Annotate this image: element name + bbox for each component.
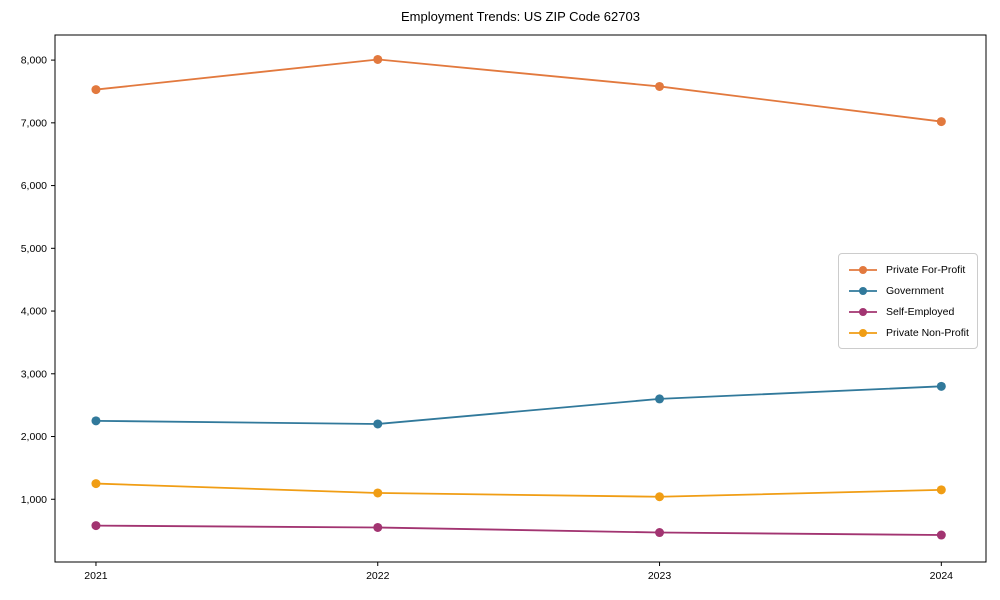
- y-tick-label: 6,000: [21, 180, 47, 192]
- plot-frame: [54, 34, 987, 563]
- series-marker-private-non-profit: [655, 492, 665, 502]
- series-marker-private-non-profit: [936, 485, 946, 495]
- series-line-government: [95, 385, 942, 425]
- series-marker-private-for-profit: [91, 85, 101, 95]
- chart-title: Employment Trends: US ZIP Code 62703: [401, 9, 640, 24]
- legend-marker-icon: [849, 307, 877, 316]
- series-line-private-for-profit: [95, 58, 942, 123]
- legend-marker-icon: [849, 328, 877, 337]
- series-line-private-non-profit: [95, 482, 942, 498]
- y-tick-label: 1,000: [21, 494, 47, 506]
- series-marker-private-for-profit: [936, 117, 946, 127]
- y-tick-label: 5,000: [21, 243, 47, 255]
- legend-item-self-employed: Self-Employed: [848, 303, 968, 320]
- series-marker-private-non-profit: [91, 479, 101, 489]
- legend-label: Private Non-Profit: [886, 326, 969, 339]
- series-marker-private-non-profit: [373, 488, 383, 498]
- legend-item-private-non-profit: Private Non-Profit: [848, 324, 969, 341]
- legend-label: Government: [886, 284, 944, 297]
- series-marker-government: [373, 419, 383, 429]
- series-marker-government: [936, 381, 946, 391]
- series-marker-government: [91, 416, 101, 426]
- y-tick-label: 7,000: [21, 117, 47, 129]
- y-tick-label: 4,000: [21, 306, 47, 318]
- x-tick-label: 2021: [84, 570, 108, 582]
- legend-marker-icon: [849, 286, 877, 295]
- series-marker-self-employed: [655, 528, 665, 538]
- y-tick-label: 8,000: [21, 55, 47, 67]
- series-line-self-employed: [95, 524, 942, 536]
- series-marker-government: [655, 394, 665, 404]
- y-tick-label: 3,000: [21, 368, 47, 380]
- chart-legend: Private For-Profit Government Self-Employe…: [838, 253, 978, 349]
- legend-item-government: Government: [848, 282, 968, 299]
- series-marker-self-employed: [936, 530, 946, 540]
- series-marker-private-for-profit: [655, 81, 665, 91]
- x-tick-label: 2024: [930, 570, 954, 582]
- x-tick-label: 2023: [648, 570, 672, 582]
- series-marker-self-employed: [91, 521, 101, 531]
- legend-marker-icon: [849, 265, 877, 274]
- series-marker-self-employed: [373, 522, 383, 532]
- series-marker-private-for-profit: [373, 54, 383, 64]
- legend-label: Private For-Profit: [886, 263, 966, 276]
- x-tick-label: 2022: [366, 570, 390, 582]
- legend-label: Self-Employed: [886, 305, 955, 318]
- y-tick-label: 2,000: [21, 431, 47, 443]
- legend-item-private-for-profit: Private For-Profit: [848, 261, 968, 278]
